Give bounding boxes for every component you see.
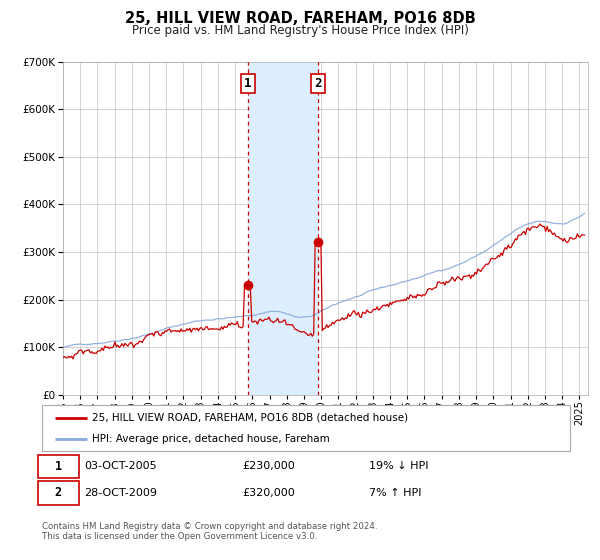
Text: 19% ↓ HPI: 19% ↓ HPI: [370, 461, 429, 472]
Text: 2: 2: [314, 77, 322, 90]
Text: £320,000: £320,000: [242, 488, 295, 498]
FancyBboxPatch shape: [38, 455, 79, 478]
Text: 25, HILL VIEW ROAD, FAREHAM, PO16 8DB (detached house): 25, HILL VIEW ROAD, FAREHAM, PO16 8DB (d…: [92, 413, 408, 423]
Text: 28-OCT-2009: 28-OCT-2009: [84, 488, 157, 498]
Text: 1: 1: [55, 460, 62, 473]
Text: Contains HM Land Registry data © Crown copyright and database right 2024.: Contains HM Land Registry data © Crown c…: [42, 522, 377, 531]
FancyBboxPatch shape: [38, 481, 79, 505]
Text: HPI: Average price, detached house, Fareham: HPI: Average price, detached house, Fare…: [92, 435, 330, 444]
Text: £230,000: £230,000: [242, 461, 295, 472]
Text: 2: 2: [55, 487, 62, 500]
Text: This data is licensed under the Open Government Licence v3.0.: This data is licensed under the Open Gov…: [42, 532, 317, 541]
Text: Price paid vs. HM Land Registry's House Price Index (HPI): Price paid vs. HM Land Registry's House …: [131, 24, 469, 36]
Text: 03-OCT-2005: 03-OCT-2005: [84, 461, 157, 472]
Text: 25, HILL VIEW ROAD, FAREHAM, PO16 8DB: 25, HILL VIEW ROAD, FAREHAM, PO16 8DB: [125, 11, 475, 26]
Text: 1: 1: [244, 77, 252, 90]
Text: 7% ↑ HPI: 7% ↑ HPI: [370, 488, 422, 498]
Bar: [248, 62, 318, 395]
